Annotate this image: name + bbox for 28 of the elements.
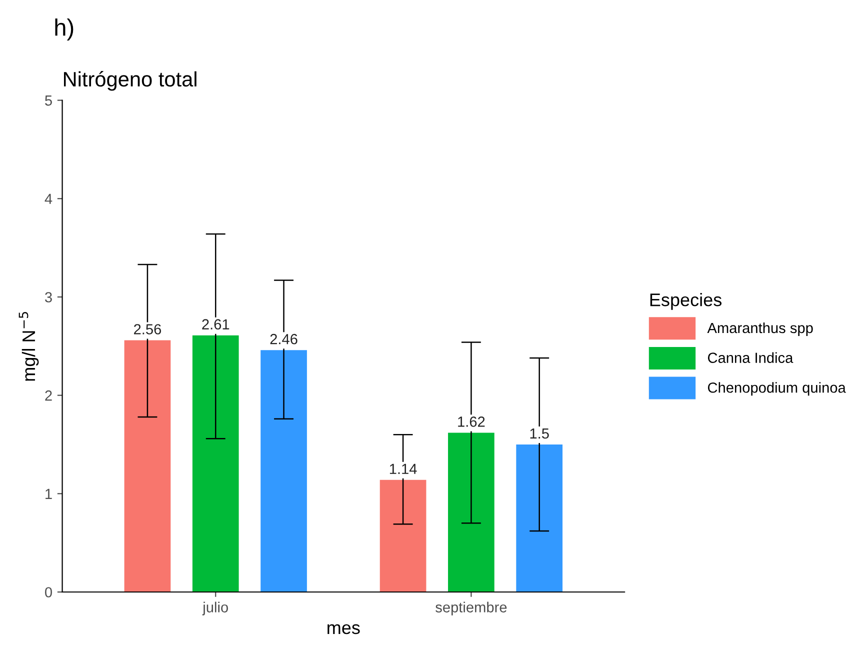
legend-title: Especies [650,292,722,310]
data-label: 2.56 [134,324,162,334]
bar [516,444,563,592]
bar [124,340,171,592]
y-tick-label: 1 [46,488,52,499]
data-label: 2.46 [270,334,298,344]
y-tick-label: 4 [44,194,52,204]
y-axis-title: mg/l N$^{−5}$ [18,312,39,381]
y-tick-label: 0 [45,587,52,598]
x-axis-title: mes [328,624,360,634]
x-tick-label: septiembre [436,602,507,616]
legend-label: Amaranthus spp [707,322,813,336]
bar [380,480,426,592]
bar [192,335,239,592]
data-label: 1.14 [390,464,417,474]
data-label: 1.62 [458,416,485,427]
bar [260,350,307,592]
y-tick-label: 3 [45,292,52,302]
data-label: 2.61 [202,319,230,330]
text: h) [55,18,74,40]
y-tick-label: 2 [45,390,52,401]
chart-title: Nitrógeno total [64,71,196,91]
legend-label: Chenopodium quinoa [708,382,846,396]
legend-label: Canna Indica [708,352,794,363]
x-tick-label: julio [202,602,228,616]
bar [448,432,494,592]
y-tick-label: 5 [45,96,52,106]
data-label: 1.5 [530,428,549,439]
